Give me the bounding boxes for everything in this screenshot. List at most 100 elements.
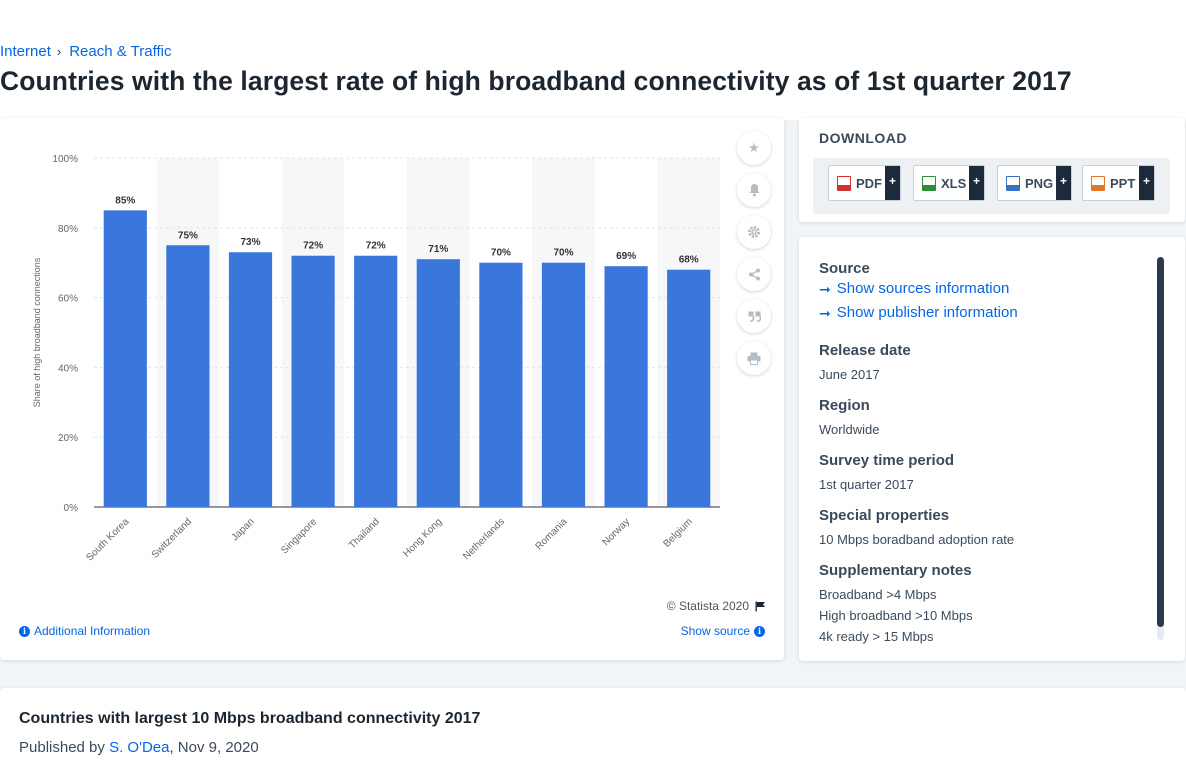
release-section: Release date June 2017 [819,342,911,385]
publication-card: Countries with largest 10 Mbps broadband… [0,688,1186,760]
download-xls-button[interactable]: XLS + [913,165,985,201]
publication-title: Countries with largest 10 Mbps broadband… [19,710,481,727]
notes-list: Broadband >4 Mbps High broadband >10 Mbp… [819,584,973,647]
region-value: Worldwide [819,422,880,437]
plus-icon[interactable]: + [969,166,984,200]
x-tick-label: Thailand [347,516,382,551]
png-file-icon [1006,175,1020,191]
data-label: 70% [553,248,573,259]
special-heading: Special properties [819,507,950,524]
publication-date: , Nov 9, 2020 [169,739,259,756]
bar [479,262,523,507]
statista-credit: © Statista 2020 [667,599,766,613]
published-prefix: Published by [19,739,105,756]
show-publisher-link[interactable]: ➞ Show publisher information [819,301,1018,325]
note-line: 4k ready > 15 Mbps [819,629,934,644]
additional-info-link[interactable]: i Additional Information [19,624,150,638]
arrow-right-icon: ➞ [819,305,831,321]
source-heading: Source [819,260,870,277]
download-png-button[interactable]: PNG + [997,165,1072,201]
download-ppt-button[interactable]: PPT + [1082,165,1155,201]
bar [604,266,648,507]
x-tick-label: Belgium [661,516,694,549]
y-axis-label: Share of high broadband connections [32,257,42,407]
data-label: 75% [178,230,198,241]
y-tick-label: 0% [64,503,79,514]
favorite-star-icon[interactable]: ★ [737,131,771,165]
download-ppt-label: PPT [1110,175,1136,191]
bar [667,269,711,507]
show-source-label: Show source [680,624,750,638]
quote-icon[interactable] [737,299,771,333]
breadcrumb: Internet › Reach & Traffic [0,43,172,60]
download-title: DOWNLOAD [819,130,907,146]
chart-card: 0% 20% 40% 60% 80% 100% 85% South Korea 75% Switz… [0,118,784,660]
data-label: 73% [240,237,260,248]
details-card: Source ➞ Show sources information ➞ Show… [799,237,1185,661]
plus-icon[interactable]: + [1056,166,1071,200]
download-png-label: PNG [1025,175,1054,191]
plus-icon[interactable]: + [1139,166,1154,200]
arrow-right-icon: ➞ [819,281,831,297]
pdf-file-icon [837,175,851,191]
data-label: 68% [679,255,699,266]
x-tick-label: Netherlands [461,516,507,562]
publication-byline: Published by S. O'Dea, Nov 9, 2020 [19,739,259,756]
data-label: 69% [616,251,636,262]
bar [291,255,335,507]
flag-icon[interactable] [755,601,766,612]
share-icon[interactable] [737,257,771,291]
x-tick-label: Singapore [279,516,319,556]
header-band [0,0,1186,120]
breadcrumb-reach-traffic[interactable]: Reach & Traffic [69,43,172,60]
source-section: Source ➞ Show sources information ➞ Show… [819,260,1018,325]
x-tick-label: Switzerland [150,516,194,560]
show-sources-link[interactable]: ➞ Show sources information [819,277,1018,301]
notification-bell-icon[interactable] [737,173,771,207]
region-heading: Region [819,397,870,414]
y-tick-label: 60% [58,294,78,305]
data-label: 85% [115,195,135,206]
show-sources-label: Show sources information [836,280,1010,297]
x-tick-label: Romania [534,516,570,552]
bar-chart: 0% 20% 40% 60% 80% 100% 85% South Korea 75% Switz… [32,154,720,563]
x-tick-label: Hong Kong [401,516,444,559]
bar [541,262,586,507]
settings-gear-icon[interactable] [737,215,771,249]
author-link[interactable]: S. O'Dea [109,739,170,756]
y-tick-label: 80% [58,224,78,235]
y-tick-label: 40% [58,363,78,374]
scrollbar-thumb[interactable] [1157,257,1164,627]
print-icon[interactable] [737,341,771,375]
bar [228,252,273,507]
period-section: Survey time period 1st quarter 2017 [819,452,954,495]
x-tick-label: Norway [600,516,632,548]
y-tick-label: 20% [58,433,78,444]
data-label: 71% [428,244,448,255]
special-value: 10 Mbps boradband adoption rate [819,532,1015,547]
x-tick-label: South Korea [84,516,131,563]
breadcrumb-internet[interactable]: Internet [0,43,51,60]
release-heading: Release date [819,342,911,359]
region-section: Region Worldwide [819,397,879,440]
download-card: DOWNLOAD PDF + XLS + PNG + PPT + [799,118,1185,222]
chevron-right-icon: › [56,44,62,59]
plus-icon[interactable]: + [885,166,900,200]
data-label: 72% [366,241,386,252]
notes-heading: Supplementary notes [819,562,972,579]
bar [416,259,460,507]
show-source-link[interactable]: Show source i [681,624,765,638]
additional-info-label: Additional Information [34,624,151,638]
chart-toolbar: ★ [737,131,773,383]
data-label: 70% [491,248,511,259]
period-heading: Survey time period [819,452,955,469]
note-line: Broadband >4 Mbps [819,587,937,602]
period-value: 1st quarter 2017 [819,477,914,492]
bar [103,210,147,507]
xls-file-icon [922,175,936,191]
download-pdf-button[interactable]: PDF + [828,165,901,201]
release-value: June 2017 [819,367,880,382]
show-publisher-label: Show publisher information [836,304,1018,321]
data-label: 72% [303,241,323,252]
page-title: Countries with the largest rate of high … [0,66,1072,96]
